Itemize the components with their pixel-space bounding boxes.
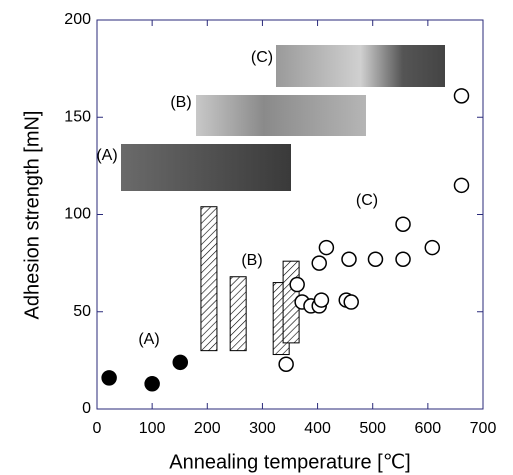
range-bar bbox=[200, 206, 218, 352]
point bbox=[289, 276, 305, 293]
annotation: (B) bbox=[241, 252, 262, 269]
y-tick-label: 150 bbox=[64, 108, 91, 125]
x-tick-label: 500 bbox=[359, 420, 386, 437]
point bbox=[101, 370, 117, 386]
x-tick-label: 300 bbox=[249, 420, 276, 437]
point bbox=[144, 375, 160, 392]
point bbox=[367, 251, 384, 267]
y-axis-label: Adhesion strength [mN] bbox=[21, 111, 43, 320]
inset-label: (A) bbox=[96, 147, 117, 164]
inset-label: (B) bbox=[170, 94, 191, 111]
point bbox=[395, 216, 411, 232]
annotation: (C) bbox=[356, 192, 378, 209]
point bbox=[343, 294, 359, 310]
point bbox=[313, 292, 330, 308]
x-tick-label: 600 bbox=[415, 420, 442, 437]
x-tick-label: 100 bbox=[139, 420, 166, 437]
point bbox=[172, 354, 189, 371]
point bbox=[341, 251, 357, 267]
range-bar bbox=[229, 276, 247, 352]
inset-image bbox=[121, 144, 291, 191]
point bbox=[395, 251, 411, 267]
x-tick-label: 700 bbox=[470, 420, 497, 437]
inset-image bbox=[276, 45, 445, 87]
x-axis-label: Annealing temperature [℃] bbox=[169, 451, 410, 473]
y-tick-label: 0 bbox=[82, 400, 91, 417]
point bbox=[278, 356, 294, 373]
point bbox=[311, 255, 327, 271]
y-tick-label: 200 bbox=[64, 11, 91, 28]
inset-label: (C) bbox=[251, 49, 273, 66]
x-tick-label: 0 bbox=[93, 420, 102, 437]
point bbox=[318, 239, 335, 256]
x-tick-label: 400 bbox=[304, 420, 331, 437]
annotation: (A) bbox=[138, 331, 159, 348]
x-tick-label: 200 bbox=[194, 420, 221, 437]
y-tick-label: 50 bbox=[73, 303, 91, 320]
point bbox=[424, 239, 441, 256]
point bbox=[453, 88, 470, 104]
point bbox=[453, 177, 470, 194]
inset-image bbox=[196, 95, 366, 136]
y-tick-label: 100 bbox=[64, 206, 91, 223]
